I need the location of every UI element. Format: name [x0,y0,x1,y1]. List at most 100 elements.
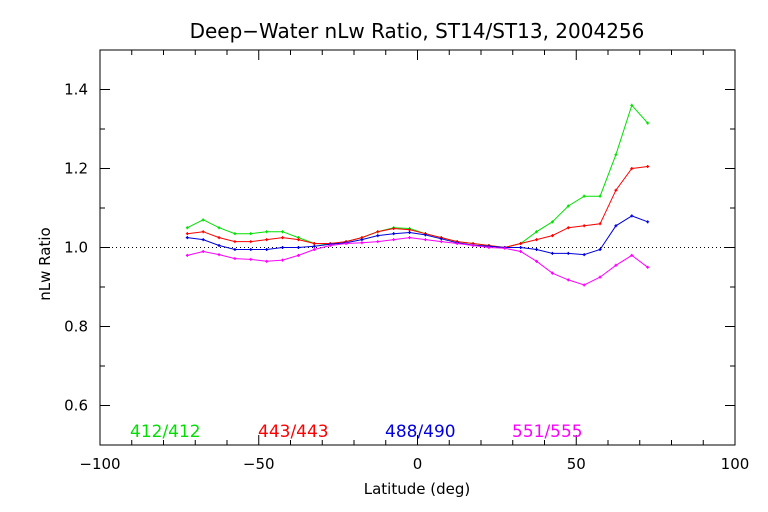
x-tick-label: −50 [243,455,275,473]
data-point [535,230,539,234]
data-point [233,240,237,244]
data-point [519,249,523,253]
series-line-488-490 [187,215,648,256]
data-point [630,167,634,170]
legend-entry: 551/555 [512,422,583,442]
plot-frame [99,49,736,446]
data-point [201,249,205,253]
data-point [265,247,269,251]
data-point [265,259,269,263]
data-point [233,247,237,251]
x-axis-label: Latitude (deg) [364,480,470,498]
data-point [566,251,570,255]
data-point [408,230,412,234]
data-point [439,237,443,241]
y-tick-label: 0.6 [64,397,88,415]
x-tick-label: 0 [413,455,423,473]
data-point [249,247,253,251]
data-point [423,233,427,237]
data-point [281,258,285,262]
data-point [249,232,253,236]
data-point [566,278,570,282]
data-point [312,247,316,251]
data-point [312,242,316,246]
data-point [392,238,396,242]
data-point [249,257,253,261]
series-line-412-412 [187,104,649,249]
data-point [185,226,189,230]
data-point [535,247,539,251]
data-point [201,238,205,242]
data-point [265,238,269,242]
data-point [185,236,189,240]
data-point [614,224,618,228]
data-point [582,283,586,287]
data-point [312,244,316,248]
data-point [598,275,602,279]
legend-entry: 412/412 [130,422,201,442]
data-point [376,230,380,234]
data-point [360,241,364,245]
x-tick-label: 50 [567,455,586,473]
data-point [630,103,634,107]
y-tick-label: 1.0 [64,239,88,257]
data-point [233,257,237,261]
data-point [630,253,634,257]
data-point [408,228,412,232]
data-point [408,236,412,240]
data-point [217,244,221,248]
y-tick-label: 1.2 [64,160,88,178]
legend-entry: 488/490 [385,422,456,442]
data-point [249,240,253,244]
data-point [344,242,348,246]
data-point [582,224,586,228]
data-point [535,259,539,263]
y-tick-label: 1.4 [64,81,88,99]
data-point [296,253,300,257]
data-point [392,232,396,236]
data-point [471,244,475,248]
data-point [646,220,650,224]
series-line-443-443 [187,166,648,249]
data-point [582,253,586,257]
data-point [646,165,650,169]
data-point [296,238,300,242]
data-point [423,238,427,242]
data-point [328,244,332,248]
data-point [185,232,189,236]
plot-area: −100 −50 0 50 100 0.6 0.8 1.0 1.2 1.4 412/412 443/4… [64,49,750,473]
data-point [217,226,221,230]
data-point [614,263,618,267]
data-point [519,246,523,249]
data-point [281,236,285,240]
data-point [503,246,507,250]
data-point [550,234,554,238]
data-point [392,227,396,231]
data-point [265,230,269,234]
data-point [630,214,634,218]
data-point [646,121,650,125]
data-point [201,230,205,234]
x-tick-label: 100 [721,455,750,473]
data-point [519,242,523,246]
chart-title: Deep−Water nLw Ratio, ST14/ST13, 2004256 [190,19,645,43]
data-point [233,232,237,236]
data-point [566,204,570,208]
data-point [614,188,618,192]
data-point [550,251,554,255]
x-tick-label: −100 [79,455,120,473]
y-axis-label: nLw Ratio [36,227,54,300]
data-point [185,253,189,257]
data-point [487,246,491,249]
data-point [614,153,618,157]
data-point [296,246,300,249]
data-point [566,226,570,230]
data-point [550,271,554,275]
data-point [376,240,380,244]
legend-entry: 443/443 [258,422,329,442]
data-point [281,246,285,249]
data-point [217,253,221,257]
data-point [598,222,602,226]
data-point [360,238,364,242]
